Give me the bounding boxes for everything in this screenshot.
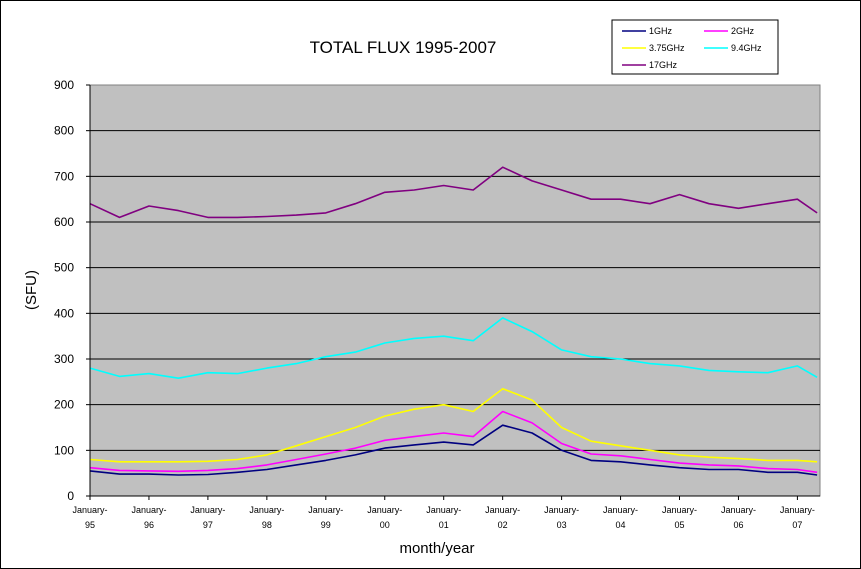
- x-tick-label: 98: [262, 520, 272, 530]
- chart-title: TOTAL FLUX 1995-2007: [310, 38, 497, 57]
- x-tick-label: 06: [733, 520, 743, 530]
- x-tick-label: 96: [144, 520, 154, 530]
- x-tick-label: 03: [557, 520, 567, 530]
- plot-area: [89, 84, 821, 497]
- y-axis-label: (SFU): [23, 270, 40, 310]
- x-tick-label: January-: [544, 505, 579, 515]
- x-tick-label: January-: [721, 505, 756, 515]
- y-tick-label: 500: [54, 261, 74, 275]
- series-line-3-75ghz: [89, 387, 818, 463]
- x-tick-label: January-: [190, 505, 225, 515]
- series-layer: [89, 166, 818, 476]
- legend: 1GHz 2GHz 3.75GHz 9.4GHz 17GHz: [611, 19, 779, 75]
- y-tick-label: 300: [54, 352, 74, 366]
- y-tick-label: 400: [54, 306, 74, 320]
- x-tick-label: 95: [85, 520, 95, 530]
- gridlines: [90, 130, 820, 451]
- y-tick-label: 800: [54, 124, 74, 138]
- series-line-17ghz: [89, 166, 818, 219]
- x-axis: January- 95 January- 96 January- 97 January- 98…: [72, 495, 820, 530]
- x-tick-label: 99: [321, 520, 331, 530]
- y-tick-label: 0: [67, 489, 74, 503]
- x-tick-label: 01: [439, 520, 449, 530]
- y-tick-label: 600: [54, 215, 74, 229]
- x-tick-label: 05: [674, 520, 684, 530]
- x-tick-label: 97: [203, 520, 213, 530]
- series-line-9-4ghz: [89, 317, 818, 380]
- x-tick-label: January-: [72, 505, 107, 515]
- y-axis: 0 100 200 300 400 500 600 700 800 900: [54, 78, 91, 503]
- legend-label: 3.75GHz: [649, 43, 685, 53]
- x-tick-label: January-: [131, 505, 166, 515]
- series-line-1ghz: [89, 424, 818, 476]
- legend-label: 1GHz: [649, 26, 673, 36]
- series-line-2ghz: [89, 410, 818, 474]
- y-tick-label: 900: [54, 78, 74, 92]
- legend-label: 2GHz: [731, 26, 755, 36]
- x-tick-label: January-: [485, 505, 520, 515]
- x-tick-label: January-: [662, 505, 697, 515]
- x-tick-label: 02: [498, 520, 508, 530]
- legend-label: 17GHz: [649, 60, 678, 70]
- x-tick-label: January-: [603, 505, 638, 515]
- y-tick-label: 200: [54, 398, 74, 412]
- x-tick-label: 04: [616, 520, 626, 530]
- x-tick-label: January-: [426, 505, 461, 515]
- legend-label: 9.4GHz: [731, 43, 762, 53]
- x-axis-label: month/year: [399, 540, 474, 557]
- x-tick-label: January-: [367, 505, 402, 515]
- x-tick-label: 07: [792, 520, 802, 530]
- y-tick-label: 100: [54, 443, 74, 457]
- y-tick-label: 700: [54, 169, 74, 183]
- x-tick-label: January-: [249, 505, 284, 515]
- legend-items: 1GHz 2GHz 3.75GHz 9.4GHz 17GHz: [622, 26, 762, 70]
- x-tick-label: January-: [308, 505, 343, 515]
- x-tick-label: January-: [780, 505, 815, 515]
- x-tick-label: 00: [380, 520, 390, 530]
